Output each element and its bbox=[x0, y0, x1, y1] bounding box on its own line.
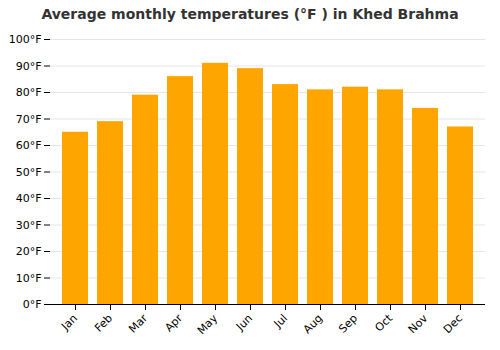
svg-text:80°F: 80°F bbox=[16, 86, 42, 99]
svg-text:Sep: Sep bbox=[336, 312, 360, 336]
svg-text:Jul: Jul bbox=[271, 312, 290, 331]
svg-text:90°F: 90°F bbox=[16, 60, 42, 73]
svg-text:70°F: 70°F bbox=[16, 113, 42, 126]
svg-text:Feb: Feb bbox=[92, 312, 115, 335]
svg-text:Jan: Jan bbox=[58, 312, 80, 334]
svg-text:10°F: 10°F bbox=[16, 272, 42, 285]
svg-text:Dec: Dec bbox=[441, 312, 465, 336]
svg-text:Aug: Aug bbox=[301, 312, 325, 336]
svg-text:0°F: 0°F bbox=[23, 298, 42, 311]
svg-text:50°F: 50°F bbox=[16, 166, 42, 179]
svg-text:60°F: 60°F bbox=[16, 139, 42, 152]
svg-text:30°F: 30°F bbox=[16, 219, 42, 232]
svg-text:Mar: Mar bbox=[126, 311, 150, 335]
svg-text:May: May bbox=[195, 311, 221, 337]
html-text:Average monthly temperatures (: Average monthly temperatures (°F ) in Kh… bbox=[41, 6, 459, 22]
svg-text:100°F: 100°F bbox=[9, 33, 42, 46]
svg-text:Oct: Oct bbox=[372, 311, 395, 334]
svg-text:40°F: 40°F bbox=[16, 192, 42, 205]
svg-text:20°F: 20°F bbox=[16, 245, 42, 258]
svg-text:Jun: Jun bbox=[233, 312, 255, 334]
svg-text:Nov: Nov bbox=[406, 311, 431, 336]
svg-text:Apr: Apr bbox=[162, 311, 185, 334]
